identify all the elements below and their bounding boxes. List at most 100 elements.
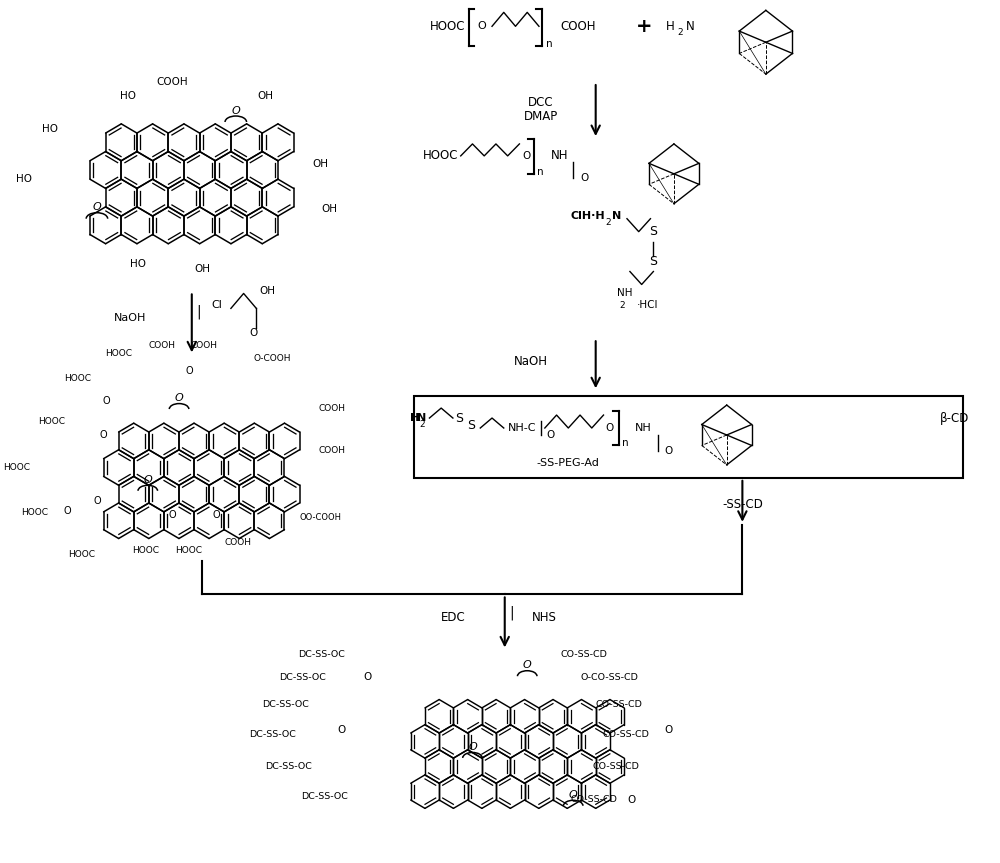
Text: n: n <box>622 438 629 448</box>
Text: HO: HO <box>42 124 58 134</box>
Text: NaOH: NaOH <box>114 313 146 324</box>
Text: O: O <box>468 742 477 752</box>
Text: O: O <box>364 672 372 683</box>
Text: DCC: DCC <box>528 96 554 109</box>
Text: OH: OH <box>257 91 273 101</box>
Text: Cl: Cl <box>211 300 222 311</box>
Text: ClH·H: ClH·H <box>570 211 605 221</box>
Text: O-COOH: O-COOH <box>253 354 291 362</box>
Bar <box>414 396 963 478</box>
Text: HO: HO <box>130 259 146 268</box>
Text: HOOC: HOOC <box>3 463 30 472</box>
Text: HO: HO <box>120 91 136 101</box>
Text: OH: OH <box>312 159 328 169</box>
Text: HOOC: HOOC <box>38 417 65 425</box>
Text: DC-SS-OC: DC-SS-OC <box>250 729 296 739</box>
Text: HOOC: HOOC <box>68 550 95 559</box>
Text: O: O <box>628 795 636 805</box>
Text: ·HCl: ·HCl <box>637 300 658 311</box>
Text: S: S <box>649 255 657 268</box>
Text: β-CD: β-CD <box>940 412 969 425</box>
Text: |: | <box>509 605 514 620</box>
Text: NHS: NHS <box>531 611 556 624</box>
Text: COOH: COOH <box>156 77 188 87</box>
Text: DC-SS-OC: DC-SS-OC <box>279 672 326 682</box>
Text: O: O <box>143 475 152 485</box>
Text: O: O <box>547 430 555 440</box>
Text: O: O <box>337 725 346 735</box>
Text: S: S <box>468 419 476 432</box>
Text: DC-SS-OC: DC-SS-OC <box>301 792 348 802</box>
Text: OH: OH <box>259 287 275 297</box>
Text: HOOC: HOOC <box>132 546 159 555</box>
Text: O: O <box>580 173 588 183</box>
Text: O: O <box>522 151 531 161</box>
Text: HOOC: HOOC <box>105 349 132 358</box>
Text: O: O <box>231 106 240 116</box>
Text: NH-C: NH-C <box>508 423 536 433</box>
Text: O: O <box>569 790 578 800</box>
Text: O: O <box>185 366 193 376</box>
Text: CO-SS-CD: CO-SS-CD <box>603 729 649 739</box>
Text: COOH: COOH <box>149 341 176 350</box>
Text: n: n <box>546 39 552 49</box>
Text: O: O <box>93 495 101 506</box>
Text: O: O <box>664 446 672 456</box>
Text: OH: OH <box>322 204 338 214</box>
Text: O: O <box>64 506 71 516</box>
Text: HOOC: HOOC <box>64 374 91 382</box>
Text: O: O <box>605 423 614 433</box>
Text: -SS-PEG-Ad: -SS-PEG-Ad <box>537 458 600 468</box>
Text: 2: 2 <box>420 419 425 429</box>
Text: -SS-CD: -SS-CD <box>722 498 763 511</box>
Text: NH: NH <box>635 423 652 433</box>
Text: O: O <box>212 510 220 520</box>
Text: N: N <box>612 211 622 221</box>
Text: n: n <box>537 167 544 177</box>
Text: NH: NH <box>551 149 568 162</box>
Text: H: H <box>410 413 420 423</box>
Text: DMAP: DMAP <box>524 110 558 123</box>
Text: N: N <box>417 413 426 423</box>
Text: H: H <box>666 20 675 33</box>
Text: |: | <box>196 304 201 318</box>
Text: O-CO-SS-CD: O-CO-SS-CD <box>580 672 638 682</box>
Text: DC-SS-OC: DC-SS-OC <box>265 762 312 772</box>
Text: 2: 2 <box>605 218 611 227</box>
Text: 2: 2 <box>619 301 625 310</box>
Text: HOOC: HOOC <box>21 508 48 517</box>
Text: DC-SS-OC: DC-SS-OC <box>298 650 345 658</box>
Text: CO-SS-CD: CO-SS-CD <box>560 650 607 658</box>
Text: COOH: COOH <box>224 539 251 547</box>
Text: O: O <box>664 725 672 735</box>
Text: O: O <box>175 393 183 403</box>
Text: O: O <box>168 510 176 520</box>
Text: HO: HO <box>16 173 32 184</box>
Text: 2: 2 <box>678 28 683 37</box>
Text: N: N <box>686 20 694 33</box>
Text: O: O <box>100 430 108 440</box>
Text: S: S <box>649 225 657 238</box>
Text: NaOH: NaOH <box>514 355 548 368</box>
Text: O: O <box>523 660 532 671</box>
Text: OO-COOH: OO-COOH <box>299 513 341 522</box>
Text: COOH: COOH <box>191 341 218 350</box>
Text: CO-SS-CD: CO-SS-CD <box>570 796 617 804</box>
Text: NH: NH <box>617 288 633 299</box>
Text: COOH: COOH <box>560 20 596 33</box>
Text: O: O <box>478 22 487 31</box>
Text: HOOC: HOOC <box>423 149 459 162</box>
Text: S: S <box>455 412 463 425</box>
Text: O: O <box>103 396 111 406</box>
Text: +: + <box>636 16 653 35</box>
Text: HOOC: HOOC <box>430 20 466 33</box>
Text: O: O <box>249 328 258 338</box>
Text: CO-SS-CD: CO-SS-CD <box>593 762 640 772</box>
Text: DC-SS-OC: DC-SS-OC <box>262 700 309 709</box>
Text: COOH: COOH <box>319 404 346 413</box>
Text: OH: OH <box>195 263 211 274</box>
Text: CO-SS-CD: CO-SS-CD <box>596 700 643 709</box>
Text: HOOC: HOOC <box>175 546 202 555</box>
Text: EDC: EDC <box>441 611 465 624</box>
Text: O: O <box>93 202 101 211</box>
